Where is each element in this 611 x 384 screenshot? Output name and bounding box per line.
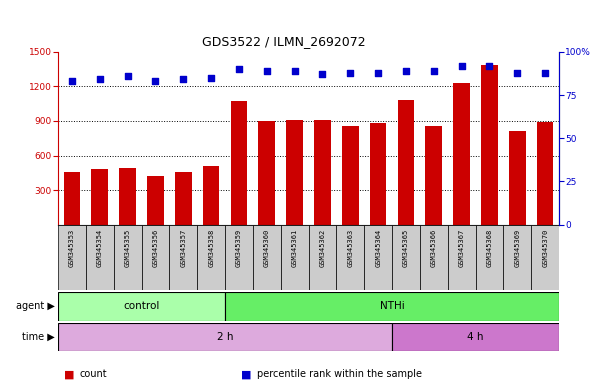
Point	[485, 63, 494, 69]
Bar	[537, 122, 554, 225]
Point	[262, 68, 272, 74]
Bar	[92, 169, 108, 225]
Bar	[392, 323, 559, 351]
Bar	[314, 121, 331, 225]
Bar	[398, 100, 414, 225]
FancyBboxPatch shape	[531, 225, 559, 290]
FancyBboxPatch shape	[337, 225, 364, 290]
Point	[540, 70, 550, 76]
Point	[401, 68, 411, 74]
Text: ■: ■	[241, 369, 252, 379]
Text: ■: ■	[64, 369, 75, 379]
Text: GSM345366: GSM345366	[431, 229, 437, 268]
Bar	[175, 172, 192, 225]
Text: GSM345365: GSM345365	[403, 229, 409, 268]
Bar	[425, 126, 442, 225]
Point	[457, 63, 467, 69]
Text: time ▶: time ▶	[22, 332, 55, 342]
Text: GSM345363: GSM345363	[347, 229, 353, 268]
FancyBboxPatch shape	[225, 225, 253, 290]
Bar	[225, 292, 559, 321]
Bar	[64, 172, 80, 225]
Text: GSM345355: GSM345355	[125, 229, 131, 268]
Point	[150, 78, 160, 84]
Text: GSM345364: GSM345364	[375, 229, 381, 268]
Text: GSM345353: GSM345353	[69, 229, 75, 268]
Point	[290, 68, 299, 74]
Point	[318, 71, 327, 78]
Bar	[147, 176, 164, 225]
FancyBboxPatch shape	[142, 225, 169, 290]
Bar	[370, 123, 387, 225]
Text: GSM345370: GSM345370	[542, 229, 548, 268]
Point	[67, 78, 77, 84]
Point	[178, 76, 188, 83]
Bar	[230, 101, 247, 225]
Text: GSM345357: GSM345357	[180, 229, 186, 268]
Text: GSM345356: GSM345356	[153, 229, 158, 268]
Bar	[342, 126, 359, 225]
Bar	[119, 168, 136, 225]
FancyBboxPatch shape	[475, 225, 503, 290]
Text: count: count	[79, 369, 107, 379]
Text: GSM345368: GSM345368	[486, 229, 492, 268]
FancyBboxPatch shape	[114, 225, 142, 290]
Text: GDS3522 / ILMN_2692072: GDS3522 / ILMN_2692072	[202, 35, 366, 48]
Point	[429, 68, 439, 74]
Point	[207, 74, 216, 81]
Text: GSM345354: GSM345354	[97, 229, 103, 268]
FancyBboxPatch shape	[420, 225, 448, 290]
Text: GSM345369: GSM345369	[514, 229, 521, 268]
FancyBboxPatch shape	[58, 225, 86, 290]
FancyBboxPatch shape	[86, 225, 114, 290]
Text: percentile rank within the sample: percentile rank within the sample	[257, 369, 422, 379]
FancyBboxPatch shape	[197, 225, 225, 290]
Bar	[287, 121, 303, 225]
Bar	[58, 323, 392, 351]
Point	[95, 76, 104, 83]
FancyBboxPatch shape	[392, 225, 420, 290]
Bar	[453, 83, 470, 225]
Text: 4 h: 4 h	[467, 332, 484, 342]
FancyBboxPatch shape	[253, 225, 280, 290]
Text: GSM345361: GSM345361	[291, 229, 298, 268]
Bar	[509, 131, 525, 225]
FancyBboxPatch shape	[169, 225, 197, 290]
Point	[345, 70, 355, 76]
FancyBboxPatch shape	[309, 225, 337, 290]
Point	[234, 66, 244, 72]
FancyBboxPatch shape	[503, 225, 531, 290]
Bar	[58, 292, 225, 321]
Text: GSM345359: GSM345359	[236, 229, 242, 268]
Text: 2 h: 2 h	[217, 332, 233, 342]
Bar	[203, 166, 219, 225]
Point	[373, 70, 383, 76]
Text: GSM345367: GSM345367	[459, 229, 464, 268]
Text: control: control	[123, 301, 159, 311]
Text: GSM345362: GSM345362	[320, 229, 326, 268]
Point	[123, 73, 133, 79]
Text: agent ▶: agent ▶	[16, 301, 55, 311]
FancyBboxPatch shape	[364, 225, 392, 290]
FancyBboxPatch shape	[280, 225, 309, 290]
Bar	[258, 121, 275, 225]
FancyBboxPatch shape	[448, 225, 475, 290]
Text: GSM345358: GSM345358	[208, 229, 214, 268]
Text: GSM345360: GSM345360	[264, 229, 270, 268]
Bar	[481, 65, 498, 225]
Point	[513, 70, 522, 76]
Text: NTHi: NTHi	[379, 301, 404, 311]
